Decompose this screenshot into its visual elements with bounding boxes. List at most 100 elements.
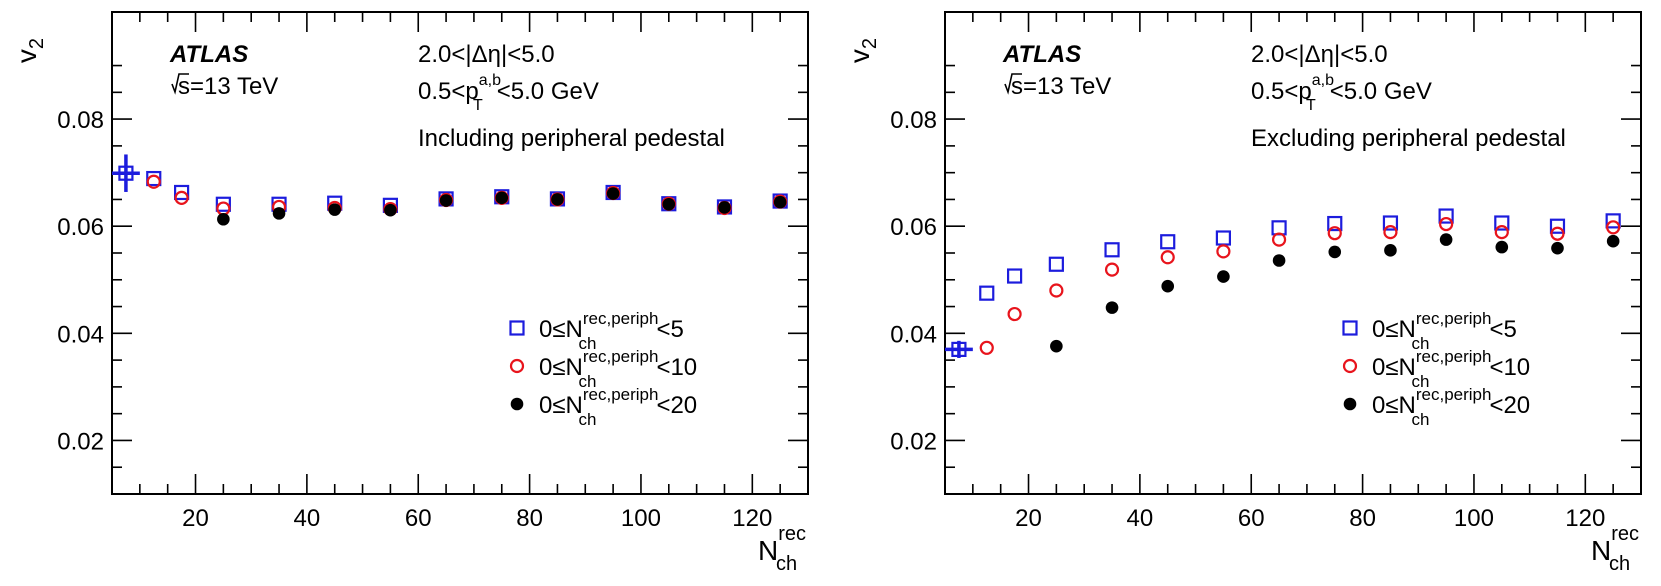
experiment-label: ATLAS: [1002, 41, 1081, 68]
data-point: [1550, 226, 1565, 241]
legend-label-prefix: 0≤N: [539, 354, 583, 381]
data-point: [1439, 233, 1453, 246]
data-point: [1327, 226, 1342, 241]
legend-marker: [509, 320, 525, 336]
data-point: [1050, 339, 1063, 353]
pt-cut-suffix: <5.0 GeV: [497, 78, 599, 105]
legend-label: 0≤Nrec,periph ch <10: [539, 347, 697, 391]
legend-label-sub: ch: [578, 334, 596, 353]
eta-cut-label: 2.0<|Δη|<5.0: [418, 41, 555, 68]
legend-label-prefix: 0≤N: [539, 392, 583, 419]
legend-label: 0≤Nrec,periph ch <5: [539, 309, 684, 353]
series-1: [945, 208, 1621, 358]
data-point: [1217, 270, 1230, 283]
legend-marker: [509, 358, 525, 374]
legend-label-suffix: <10: [656, 354, 697, 381]
pt-cut-suffix: <5.0 GeV: [1330, 78, 1432, 105]
pt-cut-label: 0.5<pa,b T <5.0 GeV: [418, 72, 599, 114]
chart-panel-2: 20 40 60 80 100 120 0.02 0.04 0.06 0.08 v2 Nrec ch AT…: [844, 11, 1642, 575]
data-point: [1271, 220, 1287, 236]
legend-label: 0≤Nrec,periph ch <20: [1372, 385, 1530, 429]
data-point: [1438, 208, 1454, 224]
data-point: [773, 195, 787, 209]
pt-cut-sup: a,b: [1312, 72, 1334, 89]
x-tick-label: 120: [1565, 505, 1605, 532]
experiment-label: ATLAS: [169, 41, 248, 68]
data-point: [1049, 283, 1064, 298]
legend-label-suffix: <10: [1489, 354, 1530, 381]
pedestal-annotation: Including peripheral pedestal: [418, 125, 725, 152]
data-point: [1384, 244, 1397, 257]
pt-cut-prefix: 0.5<p: [1251, 78, 1312, 105]
x-tick-label: 100: [621, 505, 661, 532]
data-point: [146, 174, 161, 189]
data-point: [551, 193, 564, 206]
pt-cut-prefix: 0.5<p: [418, 78, 479, 105]
y-axis-label: v2: [844, 38, 881, 63]
data-point: [1494, 225, 1509, 240]
legend-marker: [1342, 320, 1358, 336]
x-tick-label: 100: [1454, 505, 1494, 532]
legend-entry-1: 0≤Nrec,periph ch <5: [509, 309, 684, 353]
data-point: [272, 207, 286, 220]
data-point: [951, 341, 967, 357]
x-tick-label: 40: [1127, 505, 1154, 532]
legend-marker: [510, 397, 524, 411]
legend-label: 0≤Nrec,periph ch <5: [1372, 309, 1517, 353]
y-tick-label: 0.06: [57, 214, 104, 241]
data-point: [1383, 225, 1398, 240]
axis-ticks: [945, 12, 1642, 494]
x-tick-label: 80: [1349, 505, 1376, 532]
data-point: [1382, 215, 1399, 231]
y-tick-label: 0.08: [890, 107, 937, 134]
x-axis-label: Nrec ch: [758, 523, 806, 575]
x-tick-label: 120: [732, 505, 772, 532]
legend-entry-1: 0≤Nrec,periph ch <5: [1342, 309, 1517, 353]
legend-label-suffix: <5: [1489, 316, 1516, 343]
eta-cut-label: 2.0<|Δη|<5.0: [1251, 41, 1388, 68]
data-point: [979, 285, 995, 301]
y-tick-label: 0.06: [890, 214, 937, 241]
data-point: [384, 203, 397, 217]
energy-label-value: =13 TeV: [190, 73, 278, 100]
sqrt-icon: [1004, 73, 1022, 95]
x-tick-label: 60: [405, 505, 432, 532]
legend-label-prefix: 0≤N: [1372, 316, 1416, 343]
data-point: [1006, 268, 1023, 284]
data-point: [439, 194, 453, 207]
data-point: [979, 340, 994, 355]
y-tick-label: 0.02: [890, 428, 937, 455]
data-point: [662, 197, 676, 211]
data-point: [1105, 301, 1119, 314]
data-point: [328, 203, 342, 216]
data-point: [1494, 215, 1510, 231]
energy-label: s=13 TeV: [1011, 73, 1111, 100]
x-tick-label: 20: [182, 505, 209, 532]
energy-label: s=13 TeV: [178, 73, 278, 100]
series-3: [217, 187, 787, 226]
y-tick-label: 0.08: [57, 107, 104, 134]
data-point: [217, 212, 230, 226]
legend-entry-3: 0≤Nrec,periph ch <20: [1343, 385, 1530, 429]
y-axis-label-sub: 2: [26, 38, 48, 49]
data-point: [146, 170, 162, 187]
data-series: [112, 154, 788, 226]
pedestal-annotation: Excluding peripheral pedestal: [1251, 125, 1566, 152]
data-point: [174, 190, 189, 205]
data-point: [606, 187, 620, 200]
data-point: [1327, 215, 1343, 232]
legend-label-suffix: <5: [656, 316, 683, 343]
pt-cut-sup: a,b: [479, 72, 501, 89]
data-point: [216, 201, 231, 216]
legend-entry-2: 0≤Nrec,periph ch <10: [509, 347, 697, 391]
data-point: [1161, 279, 1175, 293]
legend: 0≤Nrec,periph ch<50≤Nrec,periph ch<100≤Nre…: [1342, 309, 1530, 429]
data-point: [1606, 234, 1620, 248]
legend-label-prefix: 0≤N: [1372, 392, 1416, 419]
x-tick-label: 40: [294, 505, 321, 532]
legend-label-sub: ch: [578, 372, 596, 391]
legend-label-suffix: <20: [656, 392, 697, 419]
data-point: [1215, 230, 1232, 246]
legend-label-sup: rec,periph: [583, 347, 659, 366]
data-point: [1160, 234, 1176, 250]
